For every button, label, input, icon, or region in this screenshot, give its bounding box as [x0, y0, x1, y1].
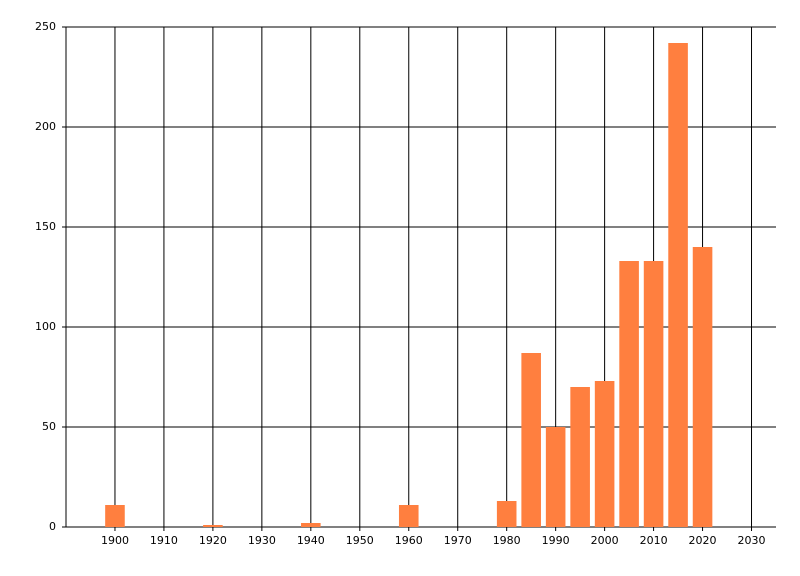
x-tick-label: 1990 [542, 534, 570, 547]
x-tick-label: 1950 [346, 534, 374, 547]
x-tick-label: 1960 [395, 534, 423, 547]
bar [203, 525, 223, 527]
y-tick-label: 250 [35, 20, 56, 33]
bar [301, 523, 321, 527]
y-tick-label: 0 [49, 520, 56, 533]
x-tick-label: 1920 [199, 534, 227, 547]
bar [619, 261, 639, 527]
x-tick-label: 1930 [248, 534, 276, 547]
bar [398, 505, 419, 527]
x-tick-label: 1980 [493, 534, 521, 547]
bar [496, 501, 517, 527]
bar [105, 505, 125, 527]
y-tick-label: 150 [35, 220, 56, 233]
x-tick-label: 1900 [101, 534, 129, 547]
x-tick-label: 2010 [640, 534, 668, 547]
x-tick-label: 1970 [444, 534, 472, 547]
bar [668, 43, 688, 527]
y-tick-label: 200 [35, 120, 56, 133]
x-tick-label: 1940 [297, 534, 325, 547]
x-tick-label: 2000 [591, 534, 619, 547]
bar [692, 247, 713, 527]
y-tick-label: 50 [42, 420, 56, 433]
bar [545, 427, 566, 527]
bar [643, 261, 664, 527]
bar [521, 353, 541, 527]
bar [594, 381, 615, 527]
bar [570, 387, 590, 527]
y-tick-label: 100 [35, 320, 56, 333]
x-tick-label: 1910 [150, 534, 178, 547]
x-tick-label: 2020 [689, 534, 717, 547]
x-tick-label: 2030 [738, 534, 766, 547]
